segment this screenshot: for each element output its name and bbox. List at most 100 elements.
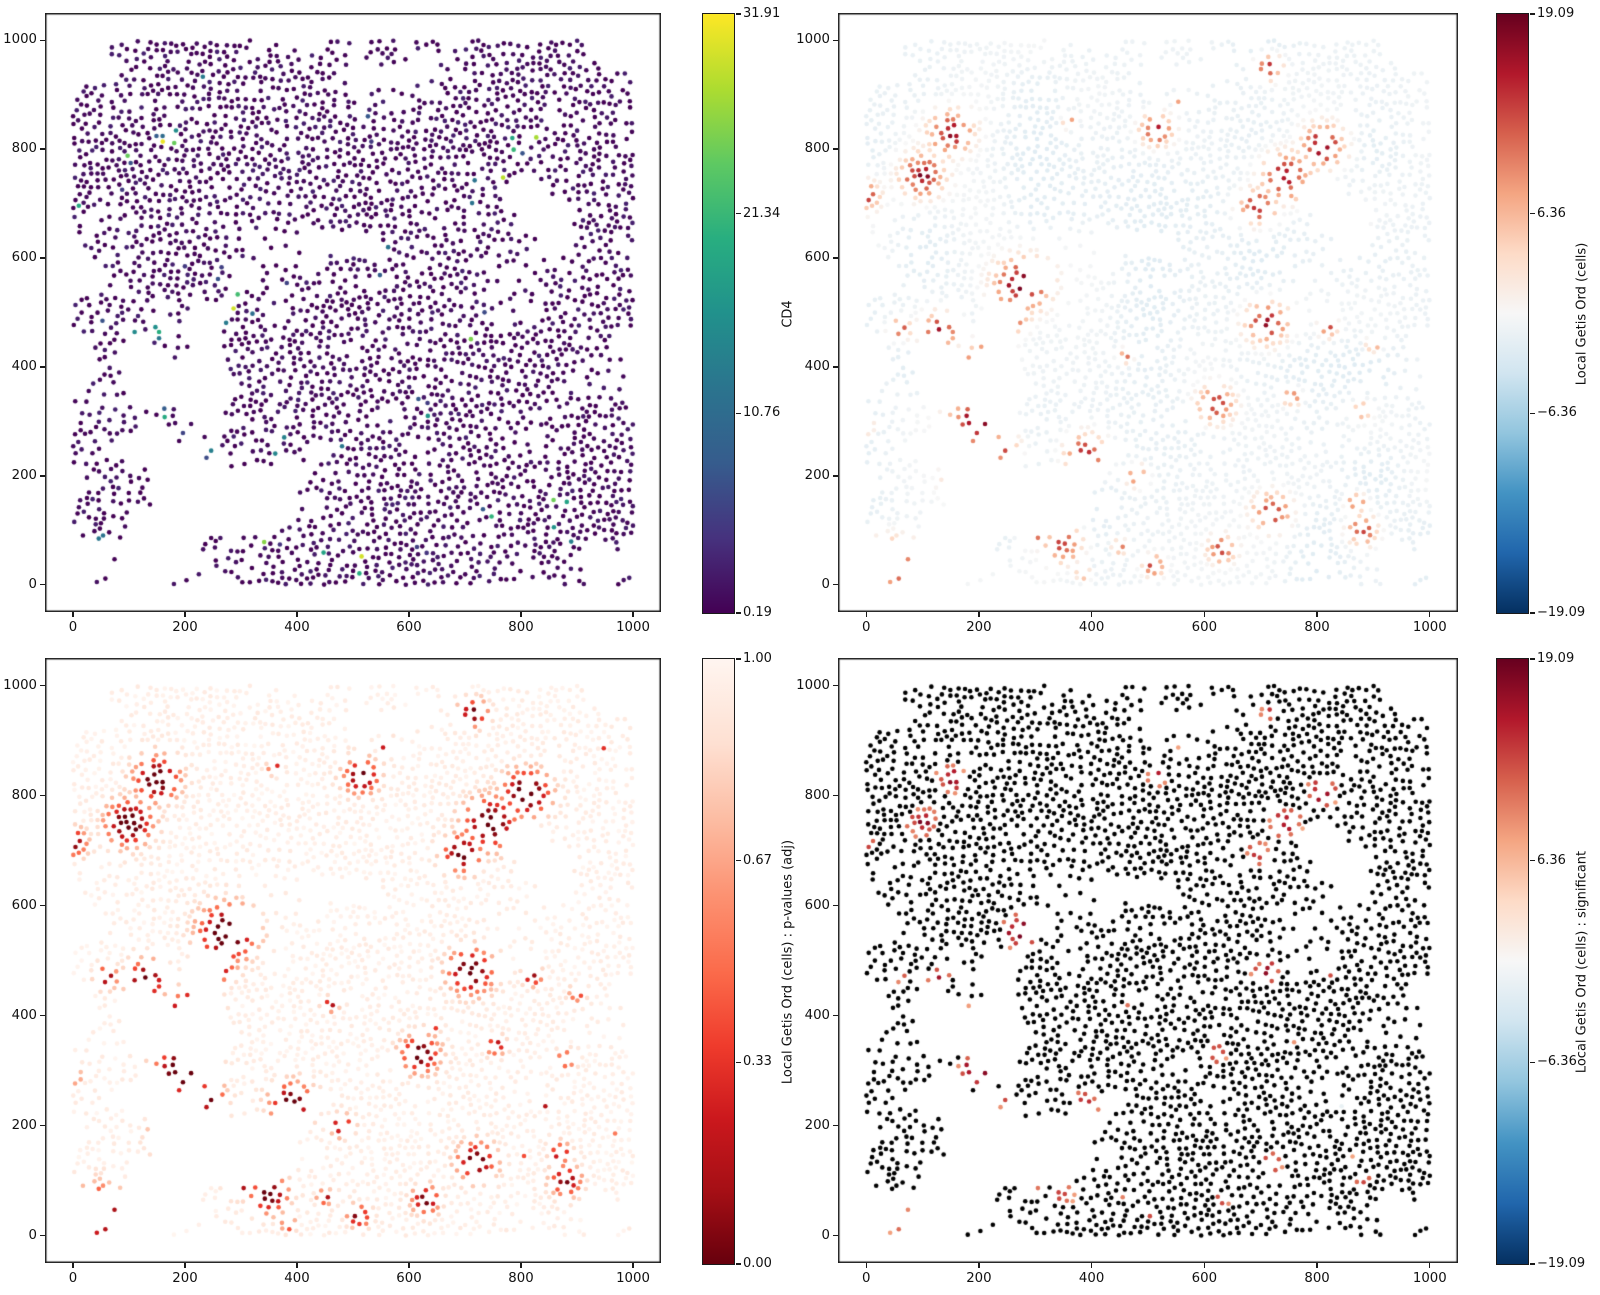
panel-pvalues: 0 0 200 200 400 400 600 600 800 800 1000 1000 [3, 658, 661, 1286]
x-tick-mark [1090, 1263, 1093, 1268]
y-tick-label: 0 [28, 576, 37, 592]
colorbar-tick-label: −19.09 [1537, 605, 1586, 620]
panel-cd4: 0 0 200 200 400 400 600 600 800 800 1000 1000 [3, 13, 661, 635]
x-tick-label: 0 [68, 1271, 78, 1286]
y-tick-label: 200 [11, 467, 37, 483]
colorbar-tick-label: −19.09 [1537, 1256, 1586, 1271]
x-tick-mark [978, 612, 980, 617]
x-tick-mark [296, 612, 298, 617]
x-tick-mark [1203, 1263, 1205, 1268]
y-tick-label: 1000 [796, 677, 830, 693]
colorbar-tick-mark [735, 13, 741, 15]
colorbar-tick-label: 1.00 [743, 651, 772, 666]
x-tick-mark [978, 1263, 980, 1268]
x-tick-label: 1000 [616, 1271, 650, 1286]
colorbar-significant: Local Getis Ord (cells) : significant 19… [1496, 651, 1590, 1271]
colorbar-tick-mark [1529, 612, 1535, 614]
x-tick-label: 600 [1191, 1271, 1218, 1286]
colorbar-axis-label-cd4: CD4 [780, 299, 796, 328]
y-tick-label: 200 [11, 1117, 37, 1133]
colorbar-tick-mark [1529, 412, 1535, 414]
x-tick-mark [520, 612, 522, 617]
y-tick-label: 800 [804, 141, 830, 157]
y-tick-mark [833, 257, 838, 259]
x-tick-label: 200 [966, 1271, 992, 1286]
colorbar-tick-mark [1529, 212, 1535, 215]
colorbar-tick-label: 19.09 [1537, 651, 1575, 666]
colorbar-tick-mark [735, 658, 741, 660]
colorbar-tick-label: −6.36 [1537, 405, 1577, 421]
colorbar-gradient-reds [703, 659, 734, 1264]
x-tick-label: 1000 [616, 620, 650, 635]
colorbar-tick-mark [735, 1263, 741, 1265]
x-tick-label: 800 [508, 620, 534, 635]
colorbar-gradient-viridis [703, 14, 734, 613]
x-tick-label: 200 [172, 620, 198, 635]
x-tick-mark [520, 1263, 522, 1268]
x-tick-label: 800 [1304, 620, 1330, 635]
colorbar-tick-label: 6.36 [1537, 852, 1566, 868]
x-tick-label: 200 [966, 620, 992, 635]
y-tick-mark [833, 366, 838, 368]
colorbar-tick-label: −6.36 [1537, 1054, 1577, 1070]
colorbar-pvalues: Local Getis Ord (cells) : p-values (adj)… [702, 651, 796, 1271]
y-tick-label: 0 [28, 1227, 37, 1243]
colorbar-tick-label: 0.33 [743, 1054, 772, 1070]
colorbar-cd4: CD4 31.91 21.34 10.76 0.19 [702, 6, 796, 620]
panel-significant: 0 0 200 200 400 400 600 600 800 800 1000 1000 [796, 658, 1458, 1286]
cd4-scatter-canvas [45, 13, 661, 612]
x-tick-mark [1203, 612, 1205, 617]
x-tick-mark [865, 612, 867, 617]
x-tick-mark [632, 1263, 634, 1268]
colorbar-tick-mark [735, 212, 741, 215]
x-tick-mark [408, 612, 410, 617]
x-tick-mark [1429, 1263, 1431, 1268]
y-tick-label: 600 [11, 897, 37, 913]
colorbar-axis-label-significant: Local Getis Ord (cells) : significant [1574, 850, 1590, 1073]
colorbar-getis-ord: Local Getis Ord (cells) 19.09 6.36 −6.36 −1… [1496, 6, 1590, 620]
colorbar-tick-mark [1529, 1263, 1535, 1265]
x-tick-label: 400 [1078, 1271, 1105, 1286]
y-tick-mark [833, 794, 838, 797]
colorbar-tick-mark [735, 412, 741, 414]
x-tick-label: 600 [1191, 620, 1218, 635]
y-tick-label: 400 [804, 358, 830, 374]
x-tick-mark [1429, 612, 1431, 617]
x-tick-label: 1000 [1412, 620, 1447, 635]
y-tick-label: 200 [804, 467, 830, 483]
x-tick-label: 800 [508, 1271, 534, 1286]
x-tick-mark [865, 1263, 867, 1268]
x-tick-mark [184, 612, 186, 617]
y-tick-mark [833, 684, 838, 687]
y-tick-mark [833, 584, 838, 586]
y-tick-mark [40, 584, 45, 586]
y-tick-mark [833, 904, 838, 907]
y-tick-mark [40, 904, 45, 907]
y-tick-label: 600 [11, 250, 37, 266]
colorbar-tick-label: 0.19 [743, 605, 772, 620]
y-tick-label: 1000 [796, 32, 830, 48]
colorbar-tick-mark [735, 612, 741, 614]
y-tick-label: 1000 [3, 677, 37, 693]
x-tick-mark [72, 612, 74, 617]
colorbar-tick-label: 19.09 [1537, 6, 1575, 21]
y-tick-mark [40, 684, 45, 687]
y-tick-label: 400 [11, 1007, 37, 1023]
y-tick-label: 0 [821, 1227, 830, 1243]
x-tick-mark [72, 1263, 74, 1268]
colorbar-tick-label: 6.36 [1537, 205, 1566, 221]
y-tick-mark [40, 1124, 45, 1127]
y-tick-mark [833, 1014, 838, 1017]
y-tick-label: 600 [804, 250, 830, 266]
x-tick-mark [296, 1263, 298, 1268]
colorbar-axis-label-getis-ord: Local Getis Ord (cells) [1574, 242, 1590, 385]
x-tick-label: 400 [1078, 620, 1105, 635]
y-tick-label: 600 [804, 897, 830, 913]
x-tick-mark [184, 1263, 186, 1268]
y-tick-mark [40, 794, 45, 797]
y-tick-label: 800 [11, 787, 37, 803]
y-tick-mark [40, 366, 45, 368]
x-tick-label: 0 [861, 1271, 871, 1286]
y-tick-mark [833, 475, 838, 477]
